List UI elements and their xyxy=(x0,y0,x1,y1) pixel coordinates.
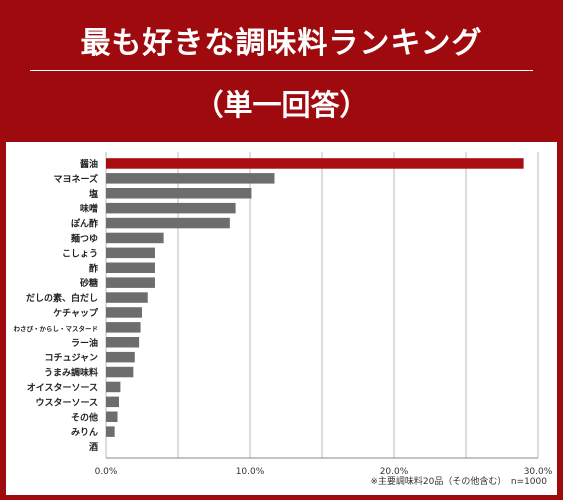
sample-note: ※主要調味料20品（その他含む） n=1000 xyxy=(370,477,547,487)
title-divider xyxy=(30,70,533,71)
bar xyxy=(106,247,155,259)
category-label: 麺つゆ xyxy=(70,232,98,244)
x-tick-label: 0.0% xyxy=(95,467,118,477)
category-label: オイスターソース xyxy=(27,381,98,393)
bar xyxy=(106,381,121,393)
bar xyxy=(106,277,155,288)
bar xyxy=(106,188,252,199)
x-tick-label: 30.0% xyxy=(524,467,553,477)
category-label: ケチャップ xyxy=(53,307,99,319)
category-label: ラー油 xyxy=(71,337,98,349)
category-label: マヨネーズ xyxy=(53,173,98,185)
bar xyxy=(106,158,524,169)
bar xyxy=(106,202,236,214)
bar xyxy=(106,366,134,378)
category-label: みりん xyxy=(71,427,98,438)
bar xyxy=(106,411,118,422)
bar xyxy=(106,337,140,348)
bar xyxy=(106,307,142,318)
bar xyxy=(106,262,155,273)
category-label: 醤油 xyxy=(80,158,98,170)
category-label: ぽん酢 xyxy=(71,218,98,230)
chart-subtitle: （単一回答） xyxy=(194,88,369,122)
bar-chart: 0.0% 10.0% 20.0% 30.0% 醤油マヨネーズ塩味噌ぽん酢麺つゆこしょう酢… xyxy=(14,152,553,477)
bar xyxy=(106,396,119,408)
bar xyxy=(106,292,148,303)
category-label: うまみ調味料 xyxy=(44,367,98,379)
category-label: その他 xyxy=(71,411,98,423)
category-label: 酢 xyxy=(89,262,98,274)
category-label: コチュジャン xyxy=(44,353,98,364)
category-label: ウスターソース xyxy=(35,396,98,408)
bar xyxy=(106,351,135,363)
category-label: 酒 xyxy=(89,441,98,453)
chart-panel: 0.0% 10.0% 20.0% 30.0% 醤油マヨネーズ塩味噌ぽん酢麺つゆこしょう酢… xyxy=(6,142,557,495)
category-label: 砂糖 xyxy=(80,277,98,289)
chart-title: 最も好きな調味料ランキング xyxy=(80,26,483,61)
bar xyxy=(106,426,115,437)
category-label: こしょう xyxy=(62,248,98,259)
category-label: 味噌 xyxy=(80,203,98,215)
bar xyxy=(106,232,164,244)
category-label: 塩 xyxy=(89,188,98,200)
bar xyxy=(106,217,230,229)
bar xyxy=(106,173,275,184)
category-label: だしの素、白だし xyxy=(26,292,98,304)
bar xyxy=(106,322,141,333)
header: 最も好きな調味料ランキング （単一回答） xyxy=(0,0,563,140)
x-tick-label: 20.0% xyxy=(380,467,409,477)
category-label: わさび・からし・マスタード xyxy=(14,324,99,333)
x-tick-label: 10.0% xyxy=(236,467,265,477)
